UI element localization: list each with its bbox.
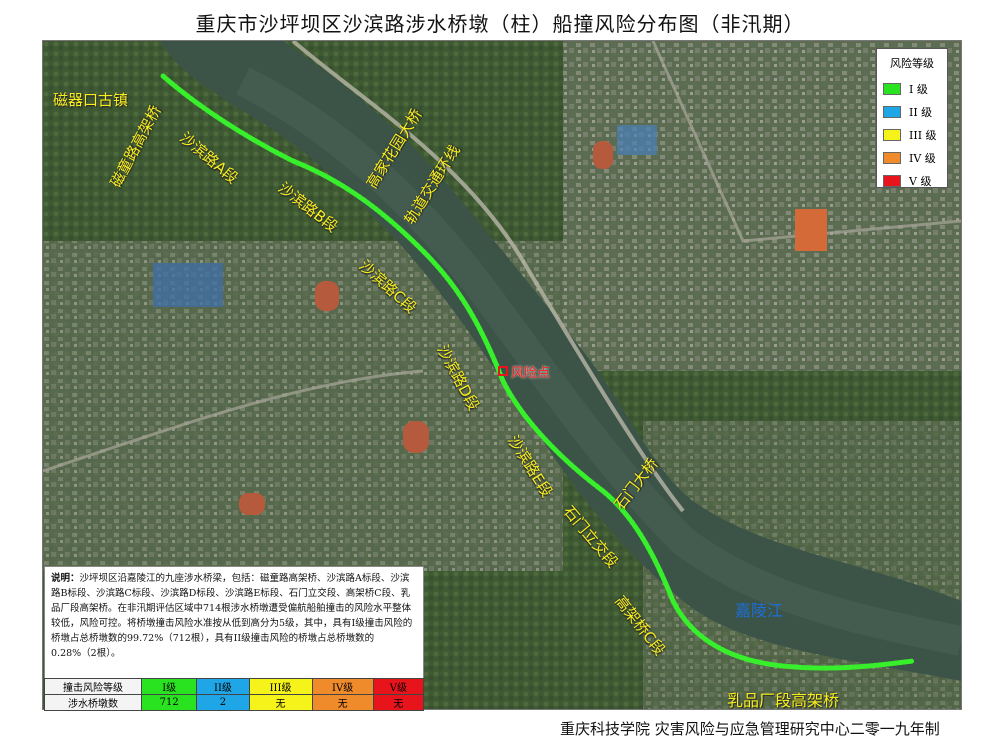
label-jialing-river: 嘉陵江 <box>735 601 784 620</box>
stadium-4 <box>593 141 613 169</box>
count-cell-2: 2 <box>196 694 250 711</box>
map-title: 重庆市沙坪坝区沙滨路涉水桥墩（柱）船撞风险分布图（非汛期） <box>195 12 805 36</box>
legend-label: V 级 <box>909 174 932 188</box>
count-cell-1: 712 <box>140 694 198 711</box>
legend-item: V 级 <box>883 169 941 192</box>
road-west <box>43 369 424 473</box>
legend-label: I 级 <box>909 82 928 96</box>
count-cell-5: 无 <box>372 694 425 711</box>
level-cell-1: I级 <box>140 678 198 695</box>
table-header-count: 涉水桥墩数 <box>44 694 142 711</box>
label-ciqikou: 磁器口古镇 <box>53 91 129 109</box>
level-cell-5: V级 <box>372 678 425 695</box>
legend-swatch <box>883 105 901 118</box>
road-ne <box>651 41 961 243</box>
risk-legend: 风险等级 I 级 II 级 III 级 IV 级 V 级 <box>876 48 948 188</box>
legend-item: II 级 <box>883 100 941 123</box>
legend-swatch <box>883 151 901 164</box>
legend-label: IV 级 <box>909 151 936 165</box>
table-header-level: 撞击风险等级 <box>44 678 142 695</box>
legend-swatch <box>883 174 901 187</box>
footer-credit: 重庆科技学院 灾害风险与应急管理研究中心二零一九年制 <box>560 720 940 738</box>
note-heading: 说明： <box>51 573 80 584</box>
count-cell-4: 无 <box>311 694 374 711</box>
level-cell-2: II级 <box>196 678 250 695</box>
roof-orange <box>795 209 827 251</box>
roof-blue-2 <box>617 125 657 155</box>
legend-swatch <box>883 128 901 141</box>
risk-point-marker <box>498 366 508 376</box>
legend-label: III 级 <box>909 128 937 142</box>
stadium-1 <box>315 281 339 311</box>
label-risk-point: 风险点 <box>511 366 551 381</box>
count-cell-3: 无 <box>248 694 313 711</box>
note-body: 沙坪坝区沿嘉陵江的九座涉水桥梁，包括：磁童路高架桥、沙滨路A标段、沙滨路B标段、… <box>51 573 413 659</box>
legend-label: II 级 <box>909 105 933 119</box>
bridge-piers-level-i <box>160 73 916 671</box>
legend-item: III 级 <box>883 123 941 146</box>
stadium-2 <box>403 421 429 453</box>
legend-swatch <box>883 82 901 95</box>
legend-item: I 级 <box>883 77 941 100</box>
road-main <box>291 41 685 513</box>
stadium-3 <box>239 493 265 515</box>
level-cell-3: III级 <box>248 678 313 695</box>
level-cell-4: IV级 <box>311 678 374 695</box>
label-rupin-bridge: 乳品厂段高架桥 <box>727 691 840 710</box>
table-row: 涉水桥墩数 712 2 无 无 无 <box>44 694 425 711</box>
legend-title: 风险等级 <box>890 57 934 70</box>
legend-item: IV 级 <box>883 146 941 169</box>
table-row: 撞击风险等级 I级 II级 III级 IV级 V级 <box>44 678 425 695</box>
river-sheen <box>236 67 961 656</box>
pier-stats-table: 撞击风险等级 I级 II级 III级 IV级 V级 涉水桥墩数 712 2 无 … <box>44 678 425 711</box>
roof-blue-1 <box>153 263 223 307</box>
